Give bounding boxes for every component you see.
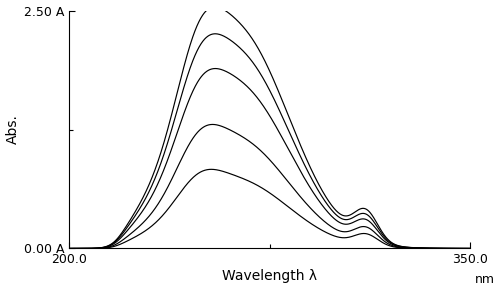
X-axis label: Wavelength λ: Wavelength λ: [222, 269, 317, 283]
Y-axis label: Abs.: Abs.: [6, 115, 20, 145]
Text: nm: nm: [474, 274, 494, 286]
